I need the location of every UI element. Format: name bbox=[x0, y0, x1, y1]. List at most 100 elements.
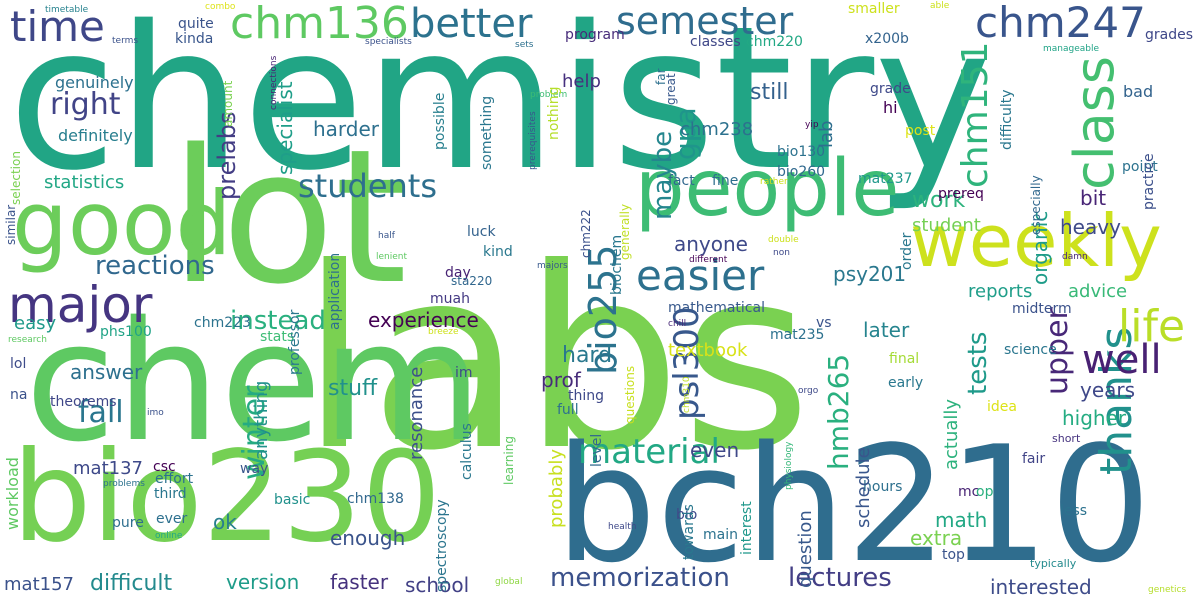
cloud-word-day: day bbox=[445, 265, 471, 281]
cloud-word-similar: similar bbox=[4, 204, 18, 245]
cloud-word-anyone: anyone bbox=[674, 232, 748, 256]
cloud-word-damn: damn bbox=[1062, 252, 1088, 262]
cloud-word-midterm: midterm bbox=[1012, 301, 1072, 317]
cloud-word-right: right bbox=[50, 87, 121, 122]
cloud-word-resonance: resonance bbox=[406, 366, 427, 460]
cloud-word-fine: fine bbox=[712, 173, 739, 189]
cloud-word-time: time bbox=[10, 2, 105, 51]
cloud-word-advice: advice bbox=[1068, 281, 1128, 302]
cloud-word-later: later bbox=[863, 318, 910, 342]
cloud-word-semester: semester bbox=[616, 0, 794, 43]
cloud-word-students: students bbox=[298, 167, 437, 205]
cloud-word-practice: practice bbox=[1141, 153, 1157, 210]
cloud-word-lenient: lenient bbox=[376, 252, 408, 262]
cloud-word-extra: extra bbox=[910, 526, 963, 550]
cloud-word-imo: imo bbox=[147, 408, 164, 418]
cloud-word-heavy: heavy bbox=[1060, 215, 1121, 239]
cloud-word-chm151: chm151 bbox=[955, 41, 996, 188]
cloud-word-problems: problems bbox=[103, 479, 145, 489]
cloud-word-great: great bbox=[664, 73, 678, 105]
cloud-word-chm222: chm222 bbox=[579, 209, 593, 258]
cloud-word-terms: terms bbox=[112, 36, 139, 46]
cloud-word-calculus: calculus bbox=[459, 423, 475, 480]
cloud-word-life: life bbox=[1118, 301, 1186, 352]
cloud-word-questions: questions bbox=[623, 365, 637, 424]
cloud-word-x200b: x200b bbox=[865, 31, 909, 47]
cloud-word-amount: amount bbox=[221, 80, 235, 127]
cloud-word-main: main bbox=[703, 527, 738, 543]
cloud-word-luck: luck bbox=[467, 224, 496, 240]
cloud-word-effort: effort bbox=[155, 471, 194, 487]
cloud-word-able: able bbox=[930, 1, 950, 11]
cloud-word-years: years bbox=[1080, 378, 1136, 402]
cloud-word-chm136: chm136 bbox=[230, 0, 409, 49]
cloud-word-im: im bbox=[455, 365, 473, 381]
cloud-word-good: good bbox=[12, 172, 232, 275]
cloud-word-statistics: statistics bbox=[44, 172, 125, 193]
cloud-word-hard: hard bbox=[562, 343, 613, 368]
cloud-word-op: op bbox=[976, 484, 994, 500]
cloud-word-mc: mc bbox=[958, 484, 980, 500]
cloud-word-health: health bbox=[608, 522, 637, 532]
cloud-word-rather: rather bbox=[760, 177, 788, 187]
cloud-word-bio260: bio260 bbox=[777, 164, 826, 180]
cloud-word-prof: prof bbox=[541, 368, 581, 392]
cloud-word-bio130: bio130 bbox=[777, 144, 826, 160]
cloud-word-hours: hours bbox=[863, 479, 903, 495]
cloud-word-yip: yip bbox=[805, 120, 819, 130]
cloud-word-question: question bbox=[795, 510, 816, 588]
cloud-word-chm238: chm238 bbox=[680, 119, 754, 140]
cloud-word-lol: lol bbox=[10, 356, 27, 372]
cloud-word-better: better bbox=[410, 1, 533, 47]
cloud-word-instead: instead bbox=[230, 306, 326, 336]
cloud-word-order: order bbox=[899, 232, 915, 270]
cloud-word-difficult: difficult bbox=[90, 571, 173, 596]
cloud-word-lot: lot bbox=[170, 109, 408, 325]
cloud-word-actually: actually bbox=[941, 398, 962, 470]
cloud-word-breeze: breeze bbox=[428, 327, 459, 337]
cloud-word-genetics: genetics bbox=[1148, 585, 1187, 595]
cloud-word-anything: anything bbox=[251, 380, 272, 460]
cloud-word-mat157: mat157 bbox=[4, 574, 74, 595]
cloud-word-student: student bbox=[912, 215, 981, 236]
cloud-word-science: science bbox=[1004, 342, 1057, 358]
cloud-word-chill: chill bbox=[668, 319, 687, 329]
cloud-word-early: early bbox=[888, 375, 924, 391]
cloud-word-reports: reports bbox=[968, 281, 1033, 302]
cloud-word-professor: professor bbox=[287, 309, 303, 375]
cloud-word-enough: enough bbox=[330, 526, 406, 550]
cloud-word-chm247: chm247 bbox=[975, 0, 1146, 47]
cloud-word-sets: sets bbox=[515, 40, 534, 50]
cloud-word-mat235: mat235 bbox=[770, 327, 825, 343]
cloud-word-global: global bbox=[495, 577, 523, 587]
cloud-word-mathematical: mathematical bbox=[668, 300, 765, 316]
cloud-word-mat137: mat137 bbox=[73, 458, 143, 479]
cloud-word-material: material bbox=[578, 432, 720, 472]
cloud-word-mat237: mat237 bbox=[858, 171, 913, 187]
cloud-word-major: major bbox=[8, 276, 153, 334]
cloud-word-hmb265: hmb265 bbox=[822, 353, 855, 470]
cloud-word-double: double bbox=[768, 235, 799, 245]
cloud-word-probably: probably bbox=[546, 449, 567, 528]
cloud-word-chm310: chm310 bbox=[682, 376, 692, 413]
cloud-word-difficulty: difficulty bbox=[999, 89, 1015, 150]
cloud-word-kind: kind bbox=[483, 244, 513, 260]
cloud-word-fall: fall bbox=[78, 395, 124, 430]
cloud-word-quite: quite bbox=[178, 16, 214, 32]
cloud-word-workload: workload bbox=[3, 457, 22, 530]
cloud-word-vs: vs bbox=[816, 315, 832, 331]
cloud-word-hi: hi bbox=[883, 98, 898, 117]
cloud-word-grade: grade bbox=[870, 81, 911, 97]
cloud-word-people: people bbox=[635, 144, 900, 234]
cloud-word-timetable: timetable bbox=[45, 5, 89, 15]
cloud-word-bio: bio bbox=[676, 507, 698, 523]
cloud-word-psy201: psy201 bbox=[833, 262, 907, 286]
cloud-word-thing: thing bbox=[568, 388, 605, 404]
cloud-word-chm223: chm223 bbox=[194, 315, 251, 331]
cloud-word-half: half bbox=[378, 231, 395, 241]
cloud-word-classes: classes bbox=[690, 34, 741, 50]
cloud-word-school: school bbox=[405, 573, 470, 597]
cloud-word-selection: selection bbox=[9, 151, 23, 205]
cloud-word-way: way bbox=[240, 461, 269, 477]
